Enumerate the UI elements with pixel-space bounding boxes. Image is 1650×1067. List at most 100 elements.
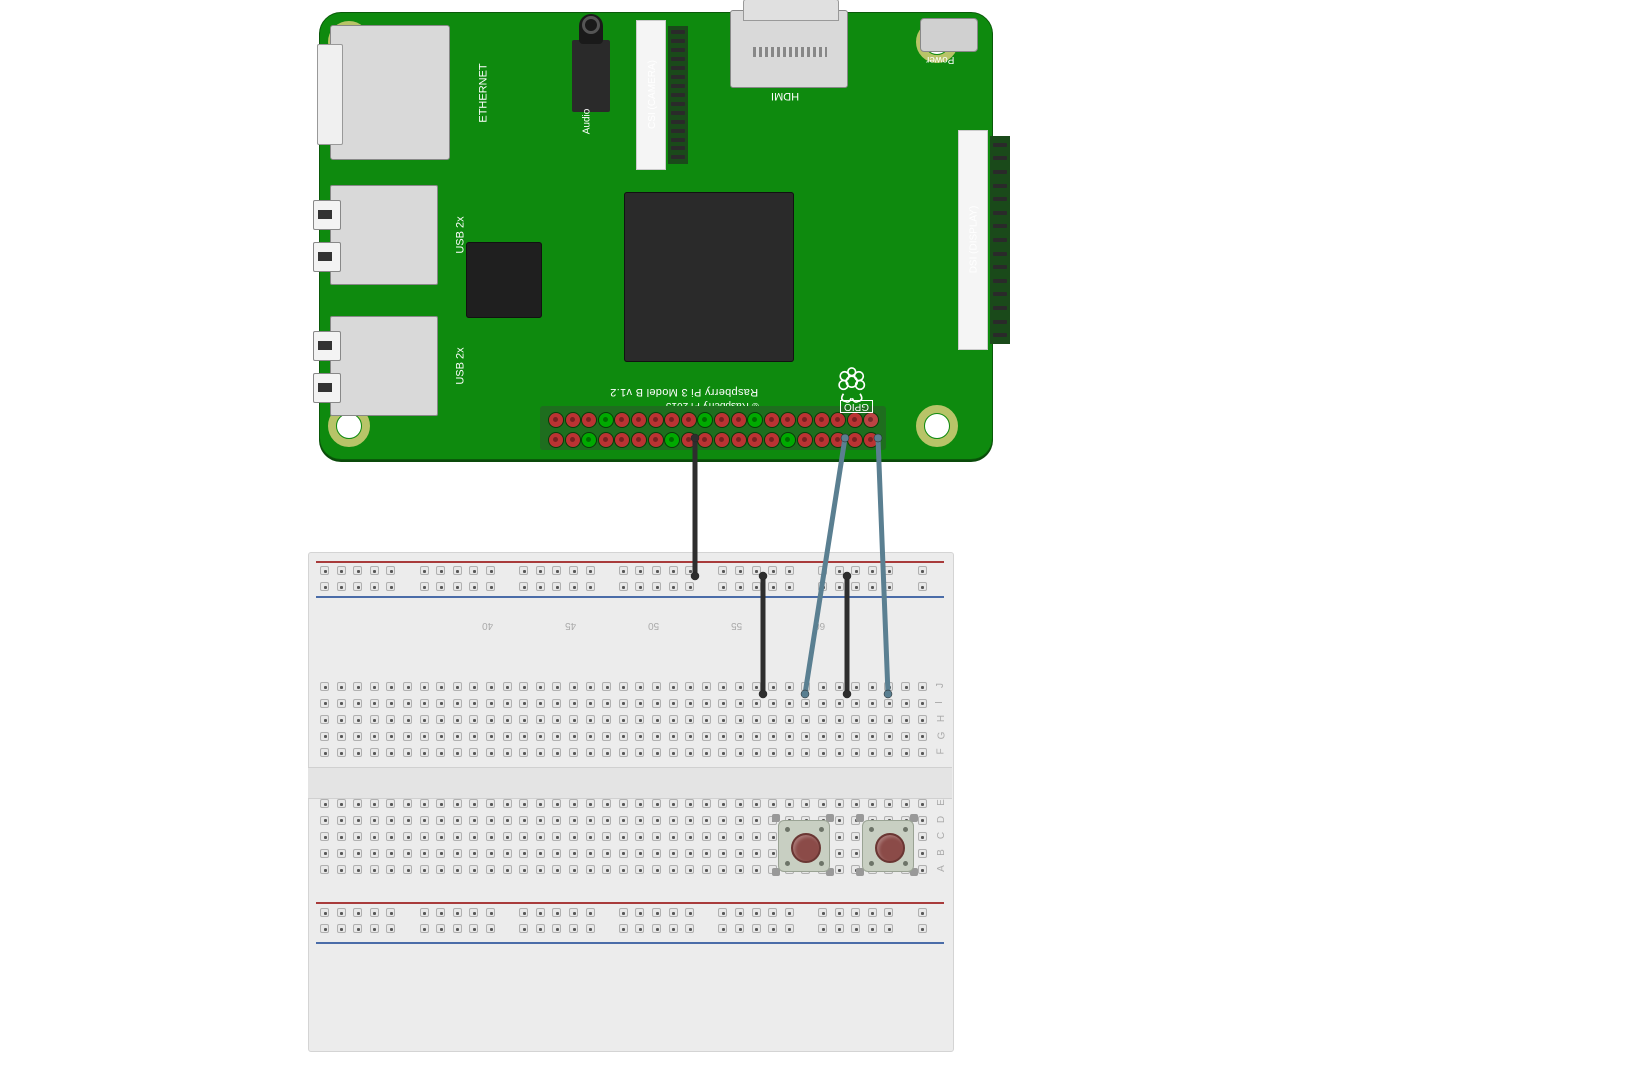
breadboard-hole (835, 682, 844, 691)
hole-dot (639, 686, 642, 689)
breadboard-hole (735, 799, 744, 808)
breadboard-hole (586, 566, 595, 575)
row-label: H (936, 715, 947, 722)
hole-dot (689, 735, 692, 738)
hole-dot (589, 686, 592, 689)
hole-dot (772, 686, 775, 689)
hole-dot (855, 702, 858, 705)
breadboard-hole (851, 582, 860, 591)
hole-dot (357, 570, 360, 573)
hole-dot (871, 586, 874, 589)
rail-red-top (316, 561, 944, 563)
hole-dot (921, 803, 924, 806)
breadboard-hole (768, 748, 777, 757)
button-corner-dot (903, 861, 908, 866)
hole-dot (755, 719, 758, 722)
hole-dot (805, 686, 808, 689)
hole-dot (473, 819, 476, 822)
hole-dot (722, 803, 725, 806)
hole-dot (456, 852, 459, 855)
hole-dot (855, 686, 858, 689)
hole-dot (888, 752, 891, 755)
breadboard-hole (337, 799, 346, 808)
breadboard-hole (320, 699, 329, 708)
hole-dot (440, 819, 443, 822)
hole-dot (573, 570, 576, 573)
hole-dot (589, 570, 592, 573)
breadboard-hole (519, 924, 528, 933)
breadboard-hole (469, 924, 478, 933)
breadboard-hole (552, 682, 561, 691)
hole-dot (656, 869, 659, 872)
breadboard-hole (685, 748, 694, 757)
breadboard-hole (619, 849, 628, 858)
gpio-pin (598, 432, 614, 448)
breadboard-hole (552, 699, 561, 708)
breadboard-hole (884, 715, 893, 724)
contact (993, 224, 1007, 228)
hole-dot (606, 686, 609, 689)
breadboard-hole (752, 908, 761, 917)
usb-port (330, 316, 438, 416)
breadboard-hole (752, 865, 761, 874)
breadboard-hole (486, 924, 495, 933)
breadboard-hole (503, 715, 512, 724)
hole-dot (390, 836, 393, 839)
hole-dot (390, 752, 393, 755)
hole-dot (340, 852, 343, 855)
button-right (862, 820, 912, 870)
hole-dot (622, 702, 625, 705)
hole-dot (722, 912, 725, 915)
hole-dot (440, 586, 443, 589)
breadboard-hole (519, 832, 528, 841)
hole-dot (556, 912, 559, 915)
breadboard-hole (652, 748, 661, 757)
hole-dot (871, 752, 874, 755)
gpio-pin (631, 432, 647, 448)
breadboard-hole (818, 715, 827, 724)
hole-dot (788, 586, 791, 589)
hole-dot (473, 852, 476, 855)
breadboard-hole (835, 799, 844, 808)
breadboard-hole (386, 699, 395, 708)
hole-dot (888, 702, 891, 705)
breadboard-hole (685, 582, 694, 591)
breadboard-hole (718, 832, 727, 841)
hole-dot (772, 586, 775, 589)
breadboard-hole (868, 582, 877, 591)
hole-dot (656, 912, 659, 915)
breadboard-hole (635, 582, 644, 591)
breadboard-hole (851, 732, 860, 741)
breadboard-hole (370, 748, 379, 757)
hole-dot (755, 928, 758, 931)
hole-dot (888, 570, 891, 573)
hole-dot (556, 702, 559, 705)
hole-dot (672, 735, 675, 738)
hole-dot (440, 686, 443, 689)
contact (671, 138, 685, 142)
breadboard-hole (785, 908, 794, 917)
chip-soc (624, 192, 794, 362)
breadboard-hole (536, 715, 545, 724)
breadboard-hole (503, 699, 512, 708)
breadboard-hole (635, 566, 644, 575)
breadboard-hole (370, 682, 379, 691)
hole-dot (490, 836, 493, 839)
hole-dot (473, 869, 476, 872)
gpio-pin-center (769, 437, 774, 442)
breadboard-hole (320, 816, 329, 825)
breadboard-hole (901, 682, 910, 691)
breadboard-hole (868, 908, 877, 917)
gpio-pin-center (736, 417, 741, 422)
hole-dot (373, 819, 376, 822)
hole-dot (672, 869, 675, 872)
breadboard-hole (386, 799, 395, 808)
hole-dot (905, 752, 908, 755)
hole-dot (556, 836, 559, 839)
contact (993, 184, 1007, 188)
hole-dot (689, 819, 692, 822)
hole-dot (772, 852, 775, 855)
silk-model: Raspberry Pi 3 Model B v1.2 (610, 386, 758, 398)
hole-dot (722, 570, 725, 573)
breadboard-hole (536, 566, 545, 575)
